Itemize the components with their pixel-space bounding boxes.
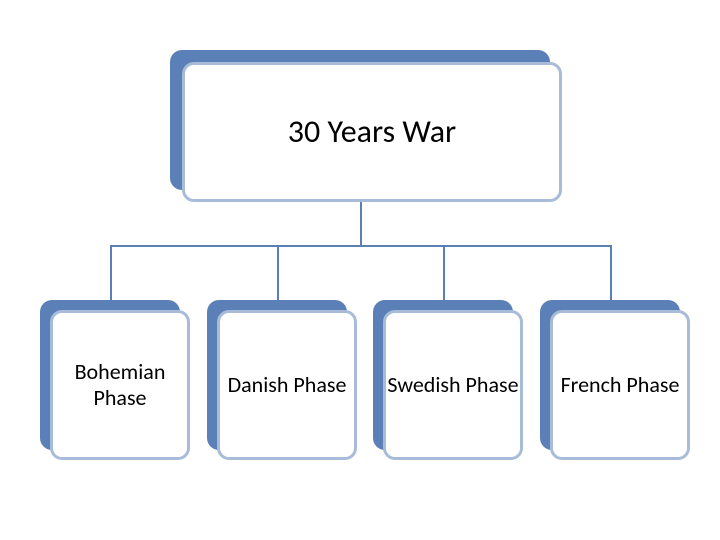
child-node-3: French Phase bbox=[540, 300, 690, 460]
child-label-2: Swedish Phase bbox=[387, 372, 518, 398]
child-box-3: French Phase bbox=[550, 310, 690, 460]
connector-horizontal bbox=[110, 245, 610, 247]
child-label-0: Bohemian Phase bbox=[53, 359, 187, 412]
child-node-2: Swedish Phase bbox=[373, 300, 523, 460]
child-node-1: Danish Phase bbox=[207, 300, 357, 460]
child-label-1: Danish Phase bbox=[228, 372, 347, 398]
child-box-0: Bohemian Phase bbox=[50, 310, 190, 460]
connector-drop-3 bbox=[610, 245, 612, 300]
root-node: 30 Years War bbox=[170, 50, 562, 202]
connector-drop-2 bbox=[443, 245, 445, 300]
connector-drop-1 bbox=[277, 245, 279, 300]
root-box: 30 Years War bbox=[182, 62, 562, 202]
child-node-0: Bohemian Phase bbox=[40, 300, 190, 460]
child-label-3: French Phase bbox=[561, 372, 680, 398]
connector-drop-0 bbox=[110, 245, 112, 300]
root-label: 30 Years War bbox=[288, 113, 456, 151]
child-box-2: Swedish Phase bbox=[383, 310, 523, 460]
child-box-1: Danish Phase bbox=[217, 310, 357, 460]
